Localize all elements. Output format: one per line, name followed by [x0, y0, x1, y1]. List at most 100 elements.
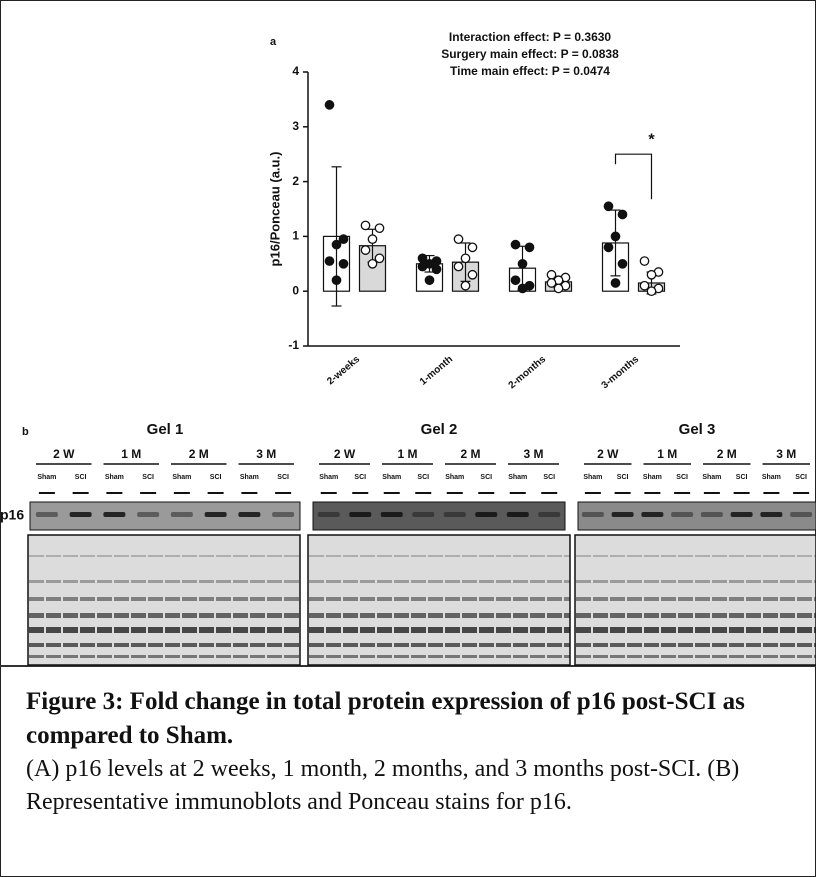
group-label: 1 M — [397, 447, 417, 461]
data-point — [324, 256, 335, 266]
annotation: Surgery main effect: P = 0.0838 — [441, 47, 619, 61]
p16-band — [349, 512, 372, 517]
data-point — [460, 280, 471, 291]
data-point — [374, 223, 385, 234]
lane-label: SCI — [795, 474, 807, 481]
data-point — [610, 278, 621, 288]
lane-label: SCI — [75, 474, 87, 481]
data-point — [546, 278, 557, 288]
x-tick-label: 2-months — [507, 354, 549, 392]
data-point — [617, 258, 628, 269]
p16-band — [760, 512, 783, 517]
data-point — [510, 239, 521, 250]
data-point — [324, 100, 335, 110]
y-axis-label: p16/Ponceau (a.u.) — [267, 152, 282, 267]
data-point — [367, 258, 378, 269]
y-tick-label: 4 — [292, 64, 299, 78]
y-tick-label: -1 — [288, 338, 299, 352]
ponceau — [27, 534, 301, 666]
data-point — [424, 275, 435, 286]
p16-band — [538, 512, 561, 517]
group-label: 2 W — [53, 447, 75, 461]
panel-label: b — [22, 426, 29, 438]
p16-band — [412, 512, 435, 517]
x-tick-label: 1-month — [418, 354, 455, 388]
lane-label: Sham — [762, 474, 781, 481]
data-point — [517, 283, 528, 294]
data-point — [639, 280, 650, 291]
p16-band — [238, 512, 261, 517]
data-point — [360, 220, 371, 231]
data-point — [639, 256, 650, 266]
y-tick-label: 0 — [292, 283, 299, 297]
p16-band — [204, 512, 227, 517]
lane-label: Sham — [172, 474, 191, 481]
group-label: 2 M — [717, 447, 737, 461]
y-tick-label: 2 — [292, 174, 299, 188]
p16-band — [380, 512, 403, 517]
p16-band — [671, 512, 694, 517]
data-point — [453, 234, 464, 244]
data-point — [360, 245, 371, 255]
p16-band — [700, 512, 723, 517]
annotation: Time main effect: P = 0.0474 — [450, 64, 610, 78]
data-point — [467, 242, 478, 253]
p16-band — [730, 512, 753, 517]
data-point — [646, 286, 657, 297]
lane-label: SCI — [417, 474, 429, 481]
group-label: 3 M — [776, 447, 796, 461]
p16-band — [611, 512, 634, 517]
p16-band — [790, 512, 813, 517]
lane-label: Sham — [445, 474, 464, 481]
data-point — [603, 242, 614, 253]
lane-label: SCI — [277, 474, 289, 481]
p16-band — [69, 512, 92, 517]
lane-label: SCI — [354, 474, 366, 481]
gel-title: Gel 1 — [147, 421, 184, 438]
significance-bracket — [614, 153, 653, 200]
data-point — [617, 209, 628, 220]
group-label: 3 M — [256, 447, 276, 461]
gel-title: Gel 2 — [421, 421, 458, 438]
data-point — [524, 242, 535, 253]
data-point — [517, 258, 528, 269]
y-tick-label: 3 — [292, 119, 299, 133]
band-label: p16 — [0, 507, 24, 523]
lane-label: SCI — [617, 474, 629, 481]
ponceau — [574, 534, 816, 666]
data-point — [374, 253, 385, 264]
p16-band — [475, 512, 498, 517]
group-label: 2 W — [334, 447, 356, 461]
group-label: 3 M — [523, 447, 543, 461]
data-point — [553, 283, 564, 294]
p16-band — [443, 512, 466, 517]
p16-band — [506, 512, 529, 517]
group-label: 1 M — [657, 447, 677, 461]
group-label: 2 M — [460, 447, 480, 461]
data-point — [417, 261, 428, 272]
data-point — [331, 275, 342, 286]
gel-title: Gel 3 — [679, 421, 716, 438]
significance-label: * — [648, 131, 655, 148]
lane-label: Sham — [643, 474, 662, 481]
group-label: 2 W — [597, 447, 619, 461]
p16-band — [581, 512, 604, 517]
lane-label: Sham — [702, 474, 721, 481]
lane-label: SCI — [142, 474, 154, 481]
group-label: 2 M — [189, 447, 209, 461]
p16-band — [103, 512, 126, 517]
lane-label: Sham — [382, 474, 401, 481]
lane-label: SCI — [480, 474, 492, 481]
ponceau — [307, 534, 571, 666]
data-point — [646, 269, 657, 280]
data-point — [331, 239, 342, 250]
lane-label: Sham — [319, 474, 338, 481]
lane-label: SCI — [543, 474, 555, 481]
lane-label: Sham — [583, 474, 602, 481]
data-point — [338, 258, 349, 269]
lane-label: Sham — [37, 474, 56, 481]
group-label: 1 M — [121, 447, 141, 461]
x-tick-label: 2-weeks — [325, 354, 362, 388]
data-point — [510, 275, 521, 286]
